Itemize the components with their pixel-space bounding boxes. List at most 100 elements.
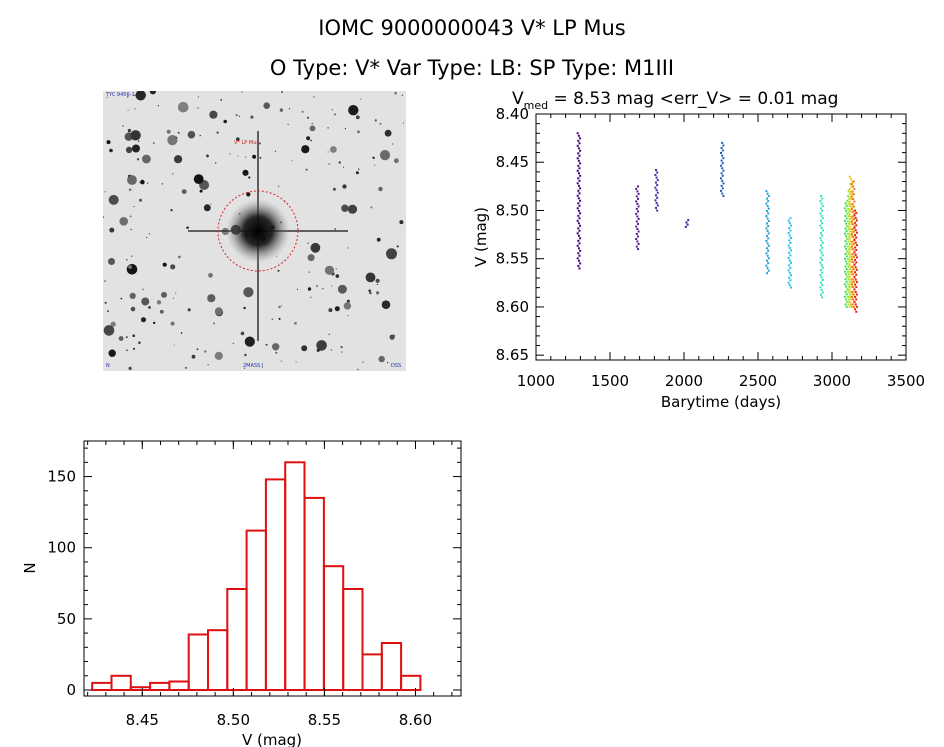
- light-curve-point: [848, 255, 851, 258]
- light-curve-point: [852, 243, 855, 246]
- light-curve-point: [821, 229, 824, 232]
- background-star: [132, 334, 135, 337]
- light-curve-point: [851, 255, 854, 258]
- light-curve-point: [767, 237, 770, 240]
- light-curve-point: [854, 216, 857, 219]
- background-star: [167, 135, 178, 146]
- light-curve-point: [577, 239, 580, 242]
- background-star: [263, 102, 270, 109]
- background-star: [277, 269, 280, 272]
- light-curve-point: [848, 200, 851, 203]
- light-curve-point: [821, 222, 824, 225]
- x-tick-label: 8.50: [217, 711, 250, 729]
- background-star: [232, 342, 234, 344]
- light-curve-point: [577, 222, 580, 225]
- light-curve-point: [789, 279, 792, 282]
- background-star: [378, 186, 383, 192]
- background-star: [142, 154, 151, 164]
- light-curve-point: [655, 189, 658, 192]
- light-curve-point: [637, 192, 640, 195]
- light-curve-point: [851, 190, 854, 193]
- histogram-bar: [342, 588, 364, 691]
- light-curve-point: [849, 253, 852, 256]
- background-star: [196, 348, 199, 351]
- light-curve-point: [850, 260, 853, 263]
- background-star: [110, 321, 116, 327]
- x-tick-label: 1500: [591, 372, 629, 390]
- background-star: [103, 216, 104, 219]
- light-curve-point: [847, 303, 850, 306]
- light-curve-point: [843, 257, 846, 260]
- light-curve-point: [765, 264, 768, 267]
- light-curve-point: [637, 210, 639, 213]
- background-star: [170, 321, 175, 326]
- light-curve-point: [855, 281, 858, 284]
- background-star: [308, 271, 310, 273]
- light-curve-point: [852, 305, 855, 308]
- background-star: [346, 299, 350, 303]
- light-curve-point: [578, 254, 581, 257]
- light-curve-point: [853, 251, 856, 254]
- background-star: [389, 334, 395, 340]
- background-star: [301, 110, 304, 113]
- light-curve-point: [767, 200, 770, 203]
- light-curve-point: [578, 179, 581, 182]
- light-curve-point: [844, 227, 847, 230]
- light-curve-point: [577, 159, 580, 162]
- light-curve-point: [851, 208, 853, 211]
- light-curve-point: [853, 239, 856, 242]
- background-star: [134, 108, 136, 110]
- light-curve-point: [820, 269, 822, 272]
- light-curve-point: [851, 228, 854, 231]
- light-curve-point: [848, 293, 851, 296]
- light-curve-point: [789, 254, 792, 257]
- background-star: [387, 362, 389, 364]
- light-curve-point: [852, 285, 855, 288]
- light-curve-point: [819, 237, 822, 239]
- background-star: [166, 129, 171, 134]
- background-star: [279, 108, 284, 112]
- light-curve-point: [852, 273, 855, 276]
- background-star: [177, 131, 180, 134]
- light-curve-point: [820, 288, 823, 291]
- light-curve-point: [848, 248, 851, 251]
- light-curve-point: [720, 152, 722, 154]
- light-curve-point: [655, 194, 657, 197]
- target-star: [226, 199, 290, 263]
- light-curve-point: [848, 230, 851, 233]
- background-star: [128, 188, 132, 191]
- background-star: [172, 297, 175, 299]
- light-curve-point: [850, 285, 853, 288]
- light-curve-point: [844, 240, 847, 243]
- light-curve-point: [846, 263, 849, 265]
- background-star: [199, 189, 203, 193]
- background-star: [252, 154, 257, 159]
- background-star: [172, 173, 174, 175]
- background-star: [341, 351, 343, 353]
- background-star: [131, 255, 133, 257]
- background-star: [242, 169, 249, 176]
- light-curve-series-s7: [787, 217, 792, 289]
- light-curve-point: [848, 175, 851, 178]
- light-curve-point: [578, 229, 581, 232]
- x-tick-label: 1000: [517, 372, 555, 390]
- light-curve-point: [766, 192, 769, 195]
- background-star: [132, 144, 140, 153]
- light-curve-point: [854, 266, 857, 269]
- light-curve-point: [684, 225, 687, 228]
- light-curve-point: [765, 215, 768, 217]
- light-curve-point: [853, 238, 856, 241]
- histogram-bar: [400, 674, 422, 691]
- light-curve-point: [854, 291, 857, 293]
- background-star: [394, 158, 399, 164]
- light-curve-point: [765, 190, 768, 193]
- background-star: [108, 258, 115, 265]
- histogram-bar: [149, 681, 171, 692]
- background-star: [125, 146, 133, 154]
- light-curve-point: [847, 207, 849, 210]
- light-curve-point: [844, 265, 847, 268]
- light-curve-point: [854, 308, 857, 311]
- background-star: [374, 119, 377, 122]
- light-curve-point: [845, 222, 848, 225]
- light-curve-point: [721, 179, 724, 182]
